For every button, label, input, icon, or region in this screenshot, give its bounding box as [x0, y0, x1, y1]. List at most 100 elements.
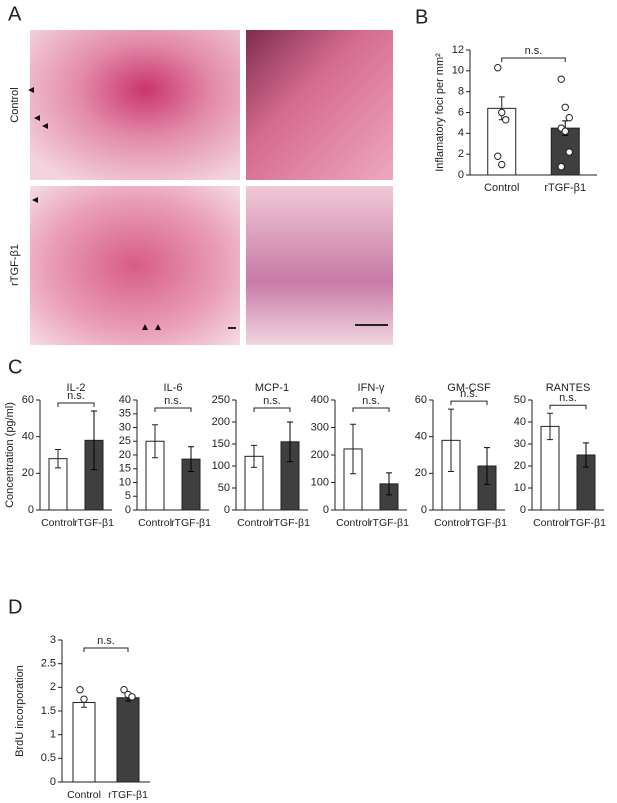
panel-label: B — [415, 6, 428, 28]
annotation: n.s. — [263, 395, 281, 407]
x-tick-label: rTGF-β1 — [369, 517, 409, 529]
data-point — [502, 116, 510, 124]
error-bar — [91, 410, 97, 471]
y-tick-label: 1 — [50, 729, 56, 741]
histology-image — [30, 30, 240, 180]
y-axis-label: Inflamatory foci per mm² — [434, 53, 446, 172]
data-point — [494, 152, 502, 160]
y-tick-label: 3 — [50, 634, 56, 646]
y-tick-label: 2 — [50, 681, 56, 693]
error-bar — [188, 446, 194, 472]
annotation: n.s. — [460, 388, 478, 400]
error-bar — [350, 423, 356, 475]
panel-label: D — [8, 596, 22, 618]
y-tick-label: 200 — [212, 416, 230, 428]
x-tick-label: Control — [533, 517, 567, 529]
row-label: Control — [9, 87, 21, 122]
annotation: n.s. — [97, 635, 115, 647]
histology-image — [246, 186, 393, 345]
chart-title: GM-CSF — [447, 382, 491, 394]
chart-title: MCP-1 — [255, 382, 289, 394]
significance-bracket — [501, 57, 566, 62]
x-tick-label: rTGF-β1 — [108, 789, 148, 801]
x-tick-label: rTGF-β1 — [171, 517, 211, 529]
x-tick-label: rTGF-β1 — [467, 517, 507, 529]
annotation: n.s. — [559, 392, 577, 404]
error-bar — [55, 449, 61, 469]
y-tick-label: 40 — [415, 431, 427, 443]
y-tick-label: 50 — [514, 394, 526, 406]
data-point — [561, 103, 569, 111]
panel-label: A — [8, 3, 22, 25]
y-tick-label: 0 — [28, 504, 34, 516]
error-bar — [583, 442, 589, 468]
y-tick-label: 25 — [119, 435, 131, 447]
error-bar — [152, 424, 158, 459]
y-tick-label: 20 — [119, 449, 131, 461]
annotation: n.s. — [525, 45, 543, 57]
chart-title: IL-6 — [164, 382, 183, 394]
y-tick-label: 20 — [514, 460, 526, 472]
data-point — [565, 148, 573, 156]
y-tick-label: 60 — [415, 394, 427, 406]
histology-image — [246, 30, 393, 180]
x-tick-label: rTGF-β1 — [544, 182, 586, 194]
y-tick-label: 8 — [458, 86, 464, 98]
y-tick-label: 60 — [22, 394, 34, 406]
data-point — [128, 693, 136, 701]
x-tick-label: Control — [41, 517, 75, 529]
x-tick-label: Control — [484, 182, 519, 194]
significance-bracket — [352, 407, 390, 412]
y-tick-label: 50 — [218, 482, 230, 494]
y-tick-label: 6 — [458, 106, 464, 118]
data-point — [557, 162, 565, 171]
x-tick-label: Control — [237, 517, 271, 529]
data-point — [120, 686, 128, 694]
y-tick-label: 0 — [224, 504, 230, 516]
significance-bracket — [83, 647, 129, 652]
y-axis-label: Concentration (pg/ml) — [4, 402, 16, 508]
chart-title: IL-2 — [67, 382, 86, 394]
significance-bracket — [154, 407, 192, 412]
y-tick-label: 150 — [212, 438, 230, 450]
y-tick-label: 30 — [514, 438, 526, 450]
y-tick-label: 100 — [212, 460, 230, 472]
significance-bracket — [253, 407, 291, 412]
data-point — [494, 64, 502, 72]
y-tick-label: 400 — [311, 394, 329, 406]
error-bar — [287, 421, 293, 463]
y-tick-label: 5 — [125, 490, 131, 502]
y-tick-label: 40 — [514, 416, 526, 428]
y-tick-label: 12 — [452, 44, 464, 56]
data-point — [498, 108, 506, 117]
y-tick-label: 300 — [311, 421, 329, 433]
y-tick-label: 10 — [514, 482, 526, 494]
annotation: n.s. — [164, 395, 182, 407]
x-tick-label: Control — [336, 517, 370, 529]
y-tick-label: 2.5 — [41, 658, 56, 670]
y-tick-label: 20 — [22, 467, 34, 479]
row-label: rTGF-β1 — [9, 244, 21, 286]
bar — [116, 697, 140, 783]
significance-bracket — [450, 400, 488, 406]
y-tick-label: 100 — [311, 476, 329, 488]
y-tick-label: 0.5 — [41, 752, 56, 764]
y-tick-label: 10 — [452, 65, 464, 77]
data-point — [561, 127, 569, 135]
significance-bracket — [57, 402, 95, 407]
x-tick-label: rTGF-β1 — [270, 517, 310, 529]
bar — [550, 127, 580, 176]
y-tick-label: 30 — [119, 421, 131, 433]
y-tick-label: 20 — [415, 467, 427, 479]
x-tick-label: Control — [67, 789, 101, 801]
y-tick-label: 0 — [50, 776, 56, 788]
data-point — [498, 160, 506, 169]
chart-title: IFN-γ — [358, 382, 385, 394]
y-tick-label: 0 — [323, 504, 329, 516]
data-point — [565, 114, 573, 122]
annotation: n.s. — [362, 395, 380, 407]
data-point — [557, 75, 565, 83]
panel-label: C — [8, 356, 22, 378]
y-tick-label: 0 — [458, 169, 464, 181]
